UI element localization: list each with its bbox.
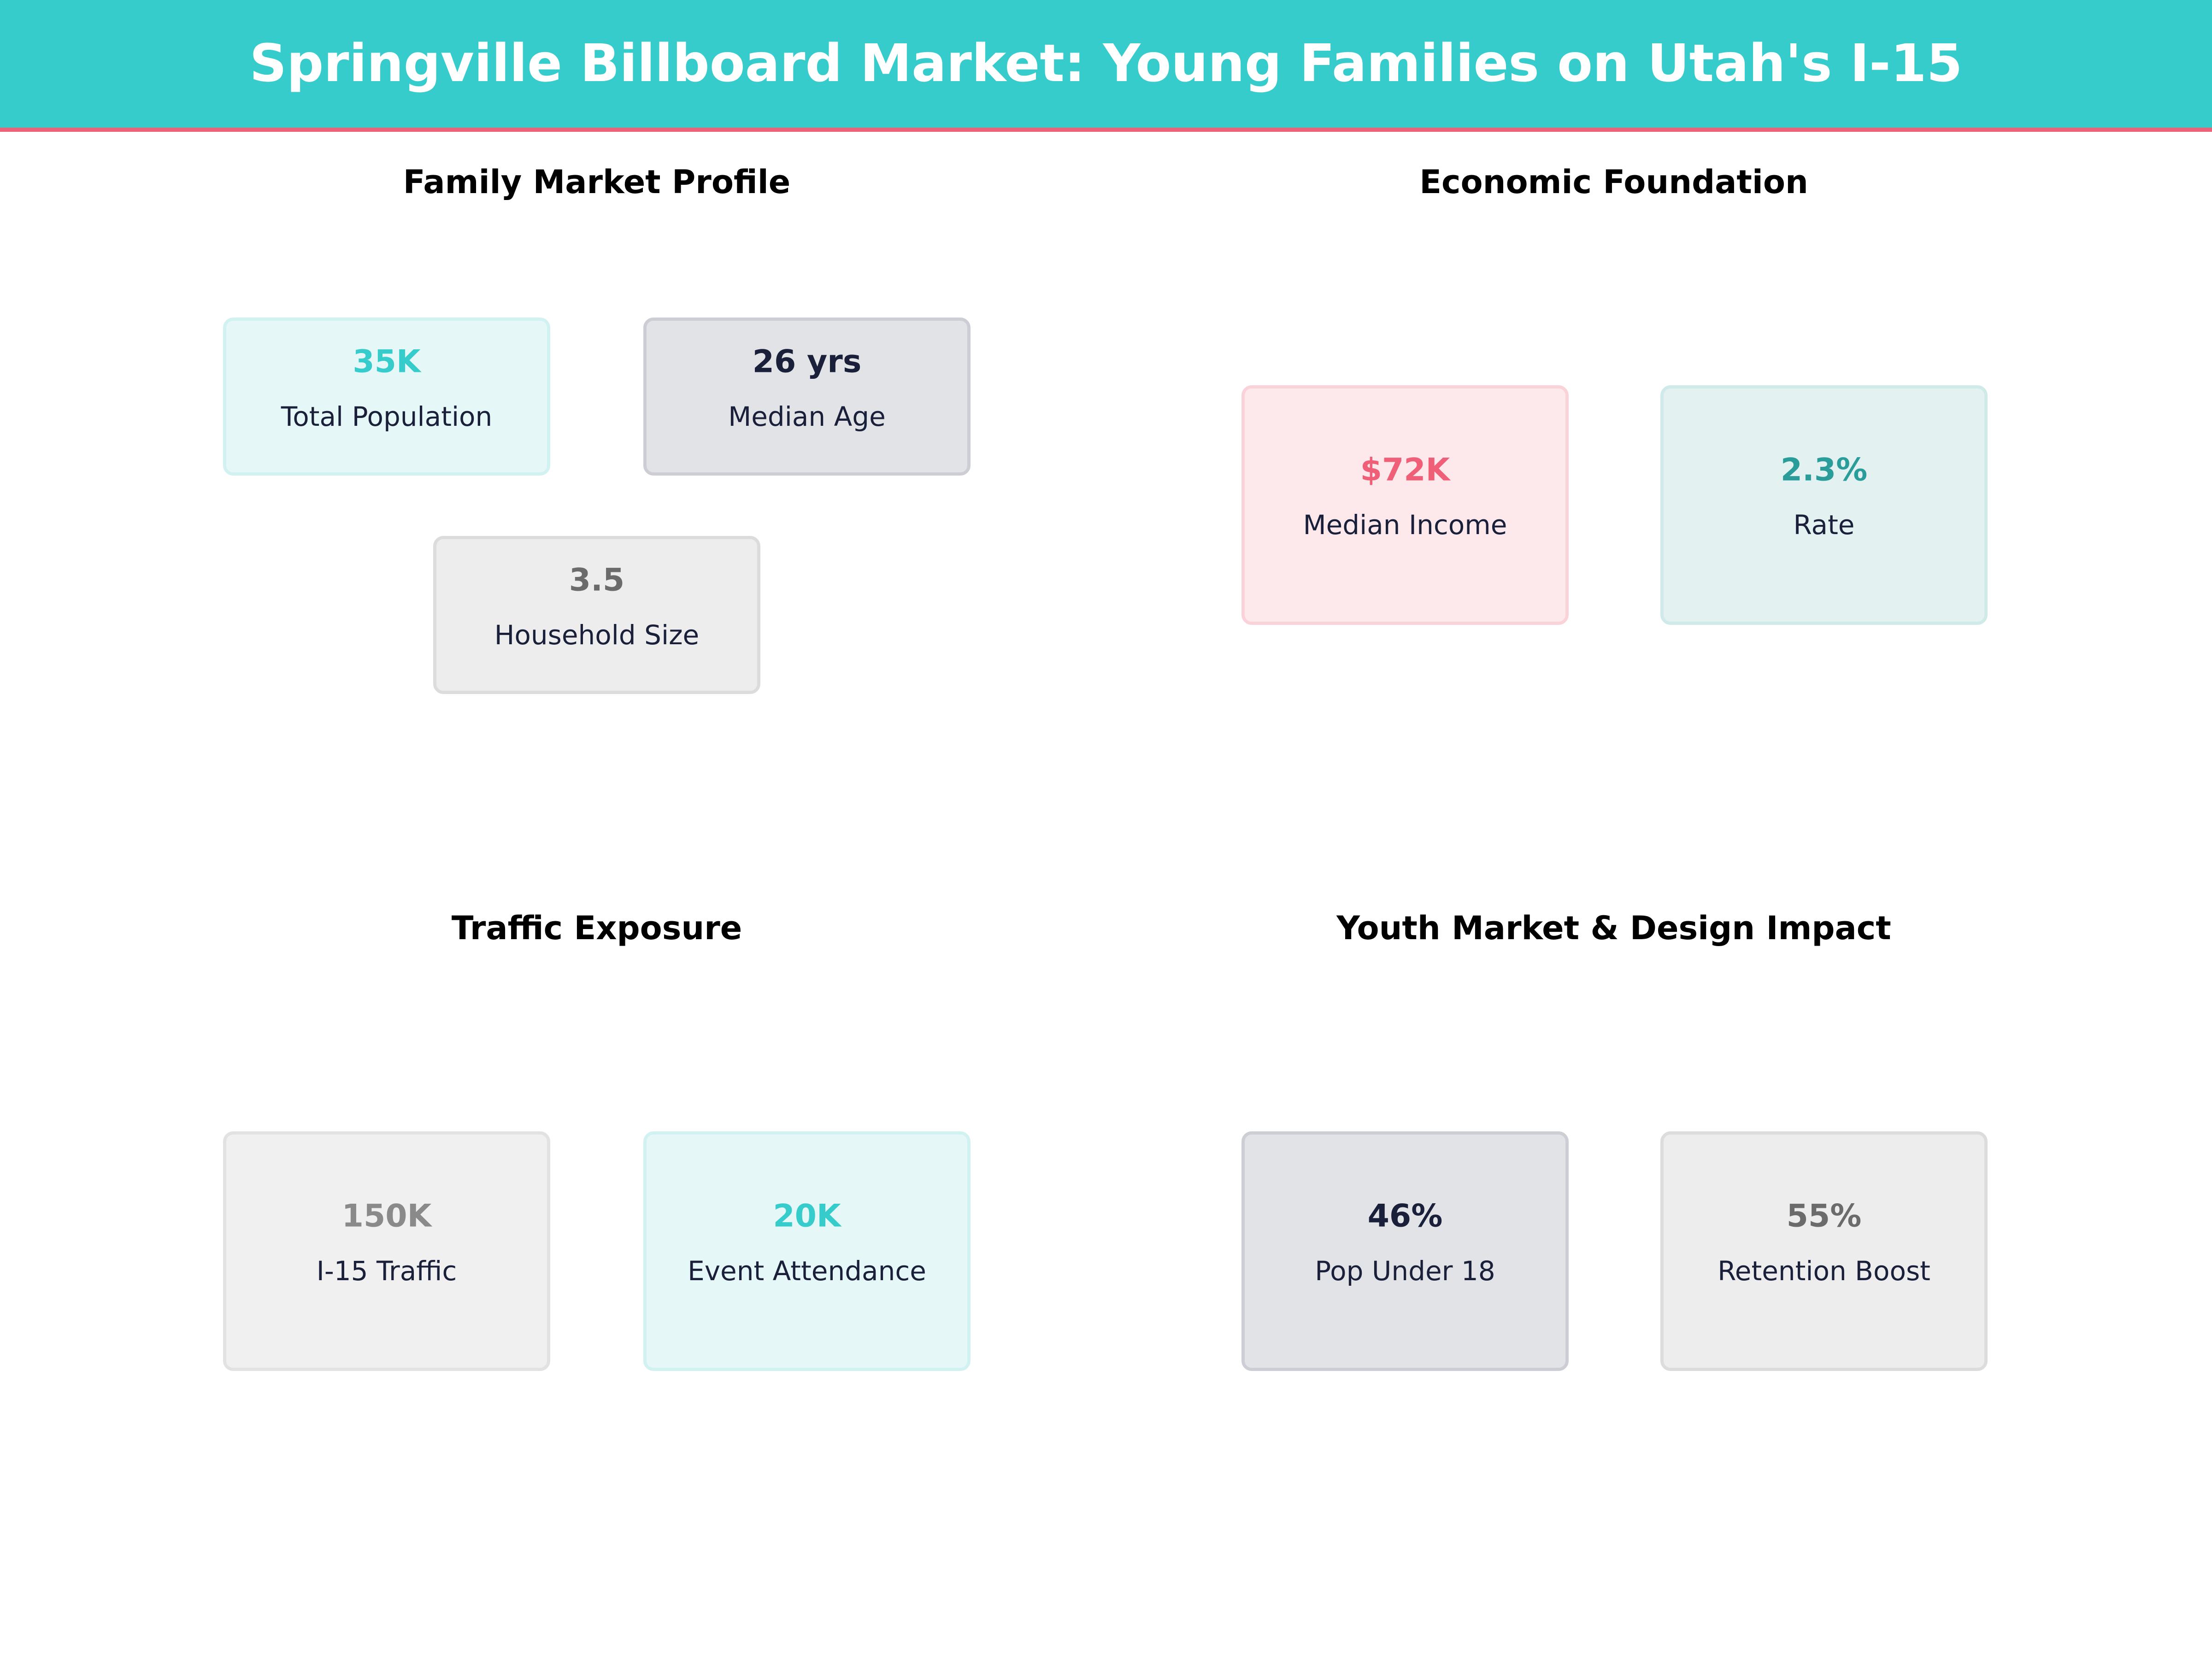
- stat-value: $72K: [1360, 452, 1450, 488]
- stat-card-pop-under-18: 46% Pop Under 18: [1241, 1131, 1569, 1371]
- stat-value: 20K: [773, 1198, 841, 1235]
- stat-card-i15-traffic: 150K I-15 Traffic: [223, 1131, 550, 1371]
- page-title: Springville Billboard Market: Young Fami…: [249, 34, 1963, 94]
- stat-value: 46%: [1367, 1198, 1443, 1235]
- stat-card-event-attendance: 20K Event Attendance: [643, 1131, 971, 1371]
- stat-card-retention-boost: 55% Retention Boost: [1660, 1131, 1988, 1371]
- stat-label: Household Size: [494, 619, 700, 651]
- stat-label: Retention Boost: [1718, 1255, 1930, 1287]
- section-title-family-market-profile: Family Market Profile: [403, 163, 791, 201]
- header-banner: Springville Billboard Market: Young Fami…: [0, 0, 2212, 132]
- stat-card-total-population: 35K Total Population: [223, 318, 550, 476]
- stat-label: Median Income: [1303, 509, 1507, 541]
- section-title-economic-foundation: Economic Foundation: [1419, 163, 1808, 201]
- stat-label: Pop Under 18: [1315, 1255, 1495, 1287]
- stat-label: Median Age: [728, 400, 886, 432]
- stat-value: 55%: [1786, 1198, 1862, 1235]
- stat-label: Event Attendance: [688, 1255, 926, 1287]
- stat-value: 3.5: [569, 562, 625, 598]
- stat-label: I-15 Traffic: [316, 1255, 457, 1287]
- stat-value: 35K: [353, 343, 421, 380]
- stat-value: 150K: [341, 1198, 432, 1235]
- stat-value: 26 yrs: [752, 343, 862, 380]
- stat-card-median-age: 26 yrs Median Age: [643, 318, 971, 476]
- stat-value: 2.3%: [1780, 452, 1868, 488]
- stat-card-rate: 2.3% Rate: [1660, 385, 1988, 625]
- section-title-traffic-exposure: Traffic Exposure: [451, 909, 742, 947]
- stat-card-median-income: $72K Median Income: [1241, 385, 1569, 625]
- stat-card-household-size: 3.5 Household Size: [433, 536, 760, 694]
- stat-label: Total Population: [281, 400, 493, 432]
- section-title-youth-market: Youth Market & Design Impact: [1336, 909, 1891, 947]
- stat-label: Rate: [1793, 509, 1855, 541]
